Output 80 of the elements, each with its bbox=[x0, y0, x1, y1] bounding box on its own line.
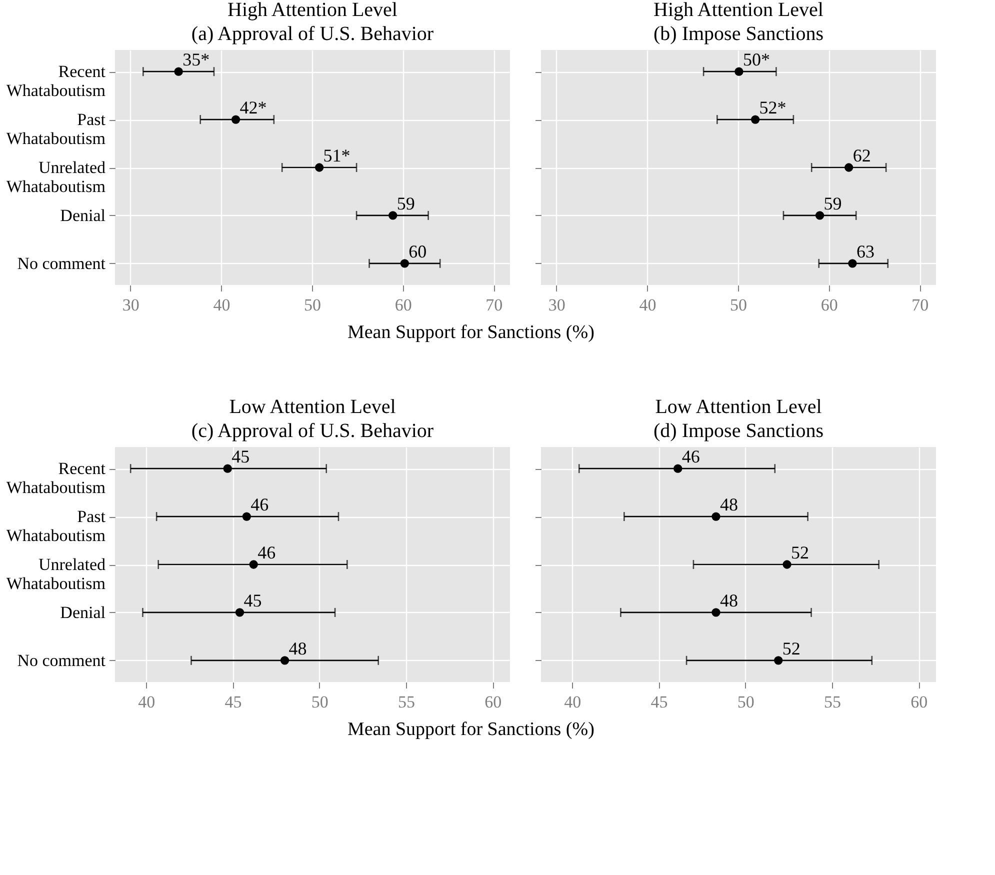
data-label: 42* bbox=[240, 98, 267, 118]
point bbox=[249, 560, 258, 569]
y-tick-label: Recent Whataboutism bbox=[6, 459, 106, 498]
y-tick-label: No comment bbox=[17, 650, 106, 670]
y-tick-label: Denial bbox=[60, 602, 106, 622]
x-tick-label: 70 bbox=[912, 296, 929, 314]
y-tick-label: Past Whataboutism bbox=[6, 507, 106, 546]
data-label: 59 bbox=[396, 193, 415, 214]
data-label: 60 bbox=[408, 241, 427, 262]
point bbox=[674, 464, 682, 473]
x-tick-label: 50 bbox=[304, 296, 322, 314]
data-label: 46 bbox=[682, 446, 700, 467]
data-label: 45 bbox=[244, 590, 262, 610]
data-label: 48 bbox=[720, 494, 738, 515]
x-axis-title: Mean Support for Sanctions (%) bbox=[347, 719, 594, 740]
x-axis-title: Mean Support for Sanctions (%) bbox=[347, 322, 594, 343]
point bbox=[734, 67, 744, 76]
x-tick-label: 70 bbox=[486, 296, 503, 314]
x-tick-label: 30 bbox=[122, 296, 140, 314]
point bbox=[388, 211, 398, 220]
x-tick-label: 55 bbox=[398, 692, 416, 712]
data-label: 52 bbox=[782, 638, 800, 658]
x-tick-label: 40 bbox=[138, 692, 156, 712]
point bbox=[844, 163, 854, 172]
point bbox=[782, 560, 792, 569]
point bbox=[280, 656, 290, 665]
x-tick-label: 60 bbox=[484, 692, 502, 712]
data-label: 48 bbox=[720, 590, 738, 610]
x-tick-label: 40 bbox=[213, 296, 230, 314]
y-tick-label: Recent Whataboutism bbox=[6, 62, 106, 100]
point bbox=[242, 512, 251, 521]
point bbox=[815, 211, 824, 220]
point bbox=[774, 656, 783, 665]
x-tick-label: 40 bbox=[564, 692, 582, 712]
x-tick-label: 50 bbox=[737, 692, 754, 712]
chart-title: High Attention Level bbox=[228, 0, 398, 21]
x-tick-label: 50 bbox=[730, 296, 748, 314]
y-tick-label: No comment bbox=[17, 254, 106, 273]
y-tick-label: Denial bbox=[60, 206, 106, 225]
chart-title: Low Attention Level bbox=[229, 396, 396, 418]
point bbox=[712, 608, 720, 617]
data-label: 46 bbox=[250, 494, 269, 515]
point bbox=[235, 608, 244, 617]
point bbox=[231, 115, 240, 124]
point bbox=[750, 115, 760, 124]
chart-subtitle: (c) Approval of U.S. Behavior bbox=[191, 420, 434, 442]
x-tick-label: 45 bbox=[650, 692, 668, 712]
x-tick-label: 55 bbox=[824, 692, 842, 712]
data-label: 50* bbox=[742, 50, 770, 70]
chart-subtitle: (d) Impose Sanctions bbox=[654, 420, 824, 442]
point bbox=[848, 259, 857, 268]
x-tick-label: 40 bbox=[639, 296, 656, 314]
point bbox=[223, 464, 232, 473]
chart-title: Low Attention Level bbox=[655, 396, 822, 418]
point bbox=[174, 67, 183, 76]
data-label: 51* bbox=[323, 146, 350, 166]
y-tick-label: Past Whataboutism bbox=[6, 110, 106, 148]
point bbox=[400, 259, 409, 268]
chart-subtitle: (a) Approval of U.S. Behavior bbox=[191, 23, 434, 45]
data-label: 59 bbox=[824, 193, 842, 214]
data-label: 63 bbox=[856, 241, 874, 262]
data-label: 62 bbox=[852, 146, 871, 166]
x-tick-label: 30 bbox=[548, 296, 566, 314]
point bbox=[712, 512, 720, 521]
x-tick-label: 60 bbox=[910, 692, 928, 712]
data-label: 35* bbox=[182, 50, 210, 70]
chart-subtitle: (b) Impose Sanctions bbox=[654, 23, 824, 45]
point bbox=[314, 163, 324, 172]
x-tick-label: 60 bbox=[820, 296, 838, 314]
y-tick-label: Unrelated Whataboutism bbox=[6, 158, 106, 196]
x-tick-label: 50 bbox=[311, 692, 328, 712]
x-tick-label: 60 bbox=[394, 296, 412, 314]
data-label: 52* bbox=[759, 98, 786, 118]
data-label: 52 bbox=[791, 542, 810, 562]
y-tick-label: Unrelated Whataboutism bbox=[6, 555, 106, 593]
chart-title: High Attention Level bbox=[654, 0, 824, 21]
x-tick-label: 45 bbox=[224, 692, 242, 712]
data-label: 45 bbox=[232, 446, 250, 467]
data-label: 48 bbox=[288, 638, 307, 658]
data-label: 46 bbox=[258, 542, 276, 562]
